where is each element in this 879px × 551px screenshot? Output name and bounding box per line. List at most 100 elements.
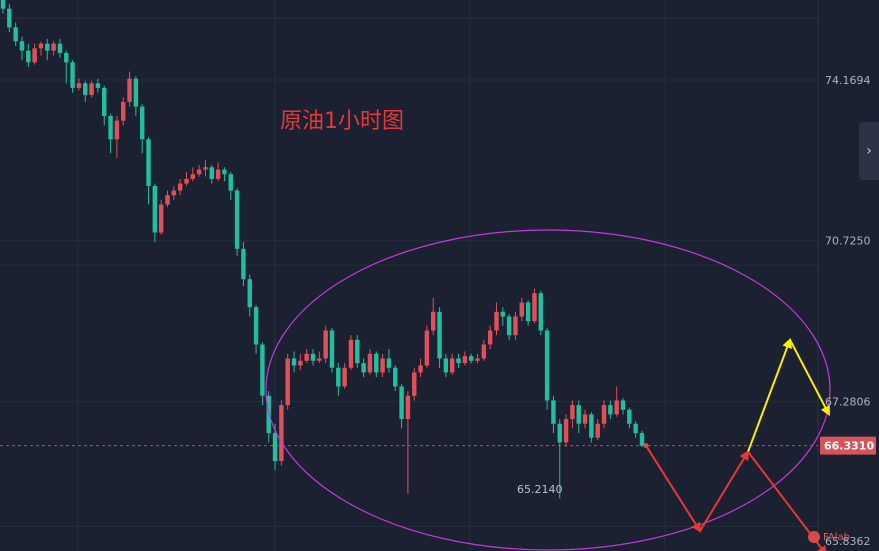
- grid-layer: [0, 0, 819, 551]
- candle-body: [120, 101, 126, 121]
- candle-body: [108, 115, 113, 140]
- candle-body: [449, 358, 455, 373]
- candle-body: [475, 358, 480, 361]
- candle-body: [114, 120, 120, 140]
- price-axis-label: 67.2806: [825, 395, 871, 408]
- chevron-right-icon: ›: [866, 143, 872, 159]
- candle-body: [525, 302, 531, 322]
- logo-icon: [808, 531, 820, 543]
- candle-body: [424, 330, 430, 366]
- candle-body: [399, 386, 404, 420]
- candle-body: [468, 356, 474, 361]
- candle-body: [7, 8, 12, 28]
- candle-body: [184, 178, 189, 184]
- candle-body: [102, 87, 107, 116]
- candle-body: [437, 311, 442, 359]
- candle-body: [481, 344, 487, 359]
- candle-body: [203, 167, 208, 170]
- candle-body: [582, 414, 588, 424]
- candle-body: [158, 204, 164, 233]
- candle-body: [89, 83, 94, 95]
- candle-body: [570, 405, 575, 420]
- candle-body: [234, 190, 240, 249]
- candle-body: [589, 414, 594, 438]
- candle-body: [165, 195, 170, 205]
- highlight-ellipse: [265, 229, 831, 551]
- candle-body: [393, 367, 398, 387]
- candle-body: [361, 363, 366, 373]
- candle-body: [57, 43, 63, 53]
- candle-body: [310, 353, 316, 361]
- chart-title: 原油1小时图: [280, 109, 404, 134]
- candle-body: [222, 169, 227, 175]
- candle-body: [146, 139, 151, 186]
- candle-body: [291, 358, 297, 366]
- candle-body: [519, 302, 525, 317]
- candle-body: [0, 0, 6, 9]
- candle-body: [32, 48, 37, 63]
- candle-body: [544, 330, 550, 401]
- candle-body: [494, 311, 499, 331]
- candle-body: [70, 62, 75, 88]
- candle-body: [336, 367, 341, 387]
- candle-body: [13, 27, 18, 42]
- candle-body: [342, 367, 347, 387]
- candle-body: [139, 106, 145, 140]
- candle-body: [557, 423, 562, 443]
- candle-body: [133, 78, 139, 107]
- candle-body: [196, 169, 202, 175]
- candle-body: [298, 360, 303, 366]
- candle-body: [272, 433, 278, 462]
- candle-body: [563, 419, 569, 443]
- watermark-logo: FAlab: [808, 528, 850, 546]
- candle-body: [127, 78, 132, 102]
- candle-body: [260, 344, 265, 396]
- candle-body: [253, 307, 259, 345]
- candle-body: [279, 405, 284, 462]
- candle-body: [317, 358, 322, 361]
- candle-body: [241, 248, 246, 280]
- candle-body: [348, 339, 354, 368]
- candle-body: [329, 330, 335, 368]
- candle-body: [386, 358, 392, 368]
- candle-body: [64, 52, 69, 63]
- price-axis-label: 74.1694: [825, 74, 871, 87]
- candle-body: [228, 174, 233, 191]
- candle-body: [513, 316, 518, 336]
- candle-body: [443, 358, 449, 373]
- candle-body: [355, 339, 360, 364]
- candle-body: [595, 423, 600, 438]
- candle-body: [285, 358, 290, 406]
- candle-body: [19, 41, 25, 51]
- candle-body: [171, 190, 177, 196]
- candle-body: [247, 279, 252, 308]
- candle-body: [38, 43, 44, 49]
- candle-body: [209, 167, 214, 179]
- expand-panel-button[interactable]: ›: [859, 122, 879, 180]
- candle-body: [620, 400, 626, 410]
- candle-body: [551, 400, 556, 424]
- candle-body: [26, 50, 31, 63]
- candle-body: [83, 83, 88, 95]
- candle-body: [177, 183, 183, 191]
- candle-body: [487, 330, 493, 345]
- candle-layer: [0, 0, 645, 499]
- candle-body: [215, 169, 221, 179]
- candle-body: [601, 405, 607, 424]
- projection-arrow-yellow: [789, 339, 830, 417]
- candle-body: [456, 358, 461, 364]
- candle-body: [380, 358, 385, 373]
- candle-body: [76, 83, 82, 88]
- candle-body: [51, 43, 56, 51]
- projection-arrow-red: [645, 445, 702, 533]
- candle-body: [538, 293, 543, 331]
- current-price-tag: [820, 436, 876, 455]
- candle-body: [627, 409, 632, 424]
- candle-body: [506, 316, 512, 336]
- candle-body: [367, 353, 373, 373]
- candle-body: [576, 405, 581, 424]
- candle-body: [190, 174, 196, 179]
- candle-body: [304, 353, 309, 361]
- candle-body: [431, 311, 436, 331]
